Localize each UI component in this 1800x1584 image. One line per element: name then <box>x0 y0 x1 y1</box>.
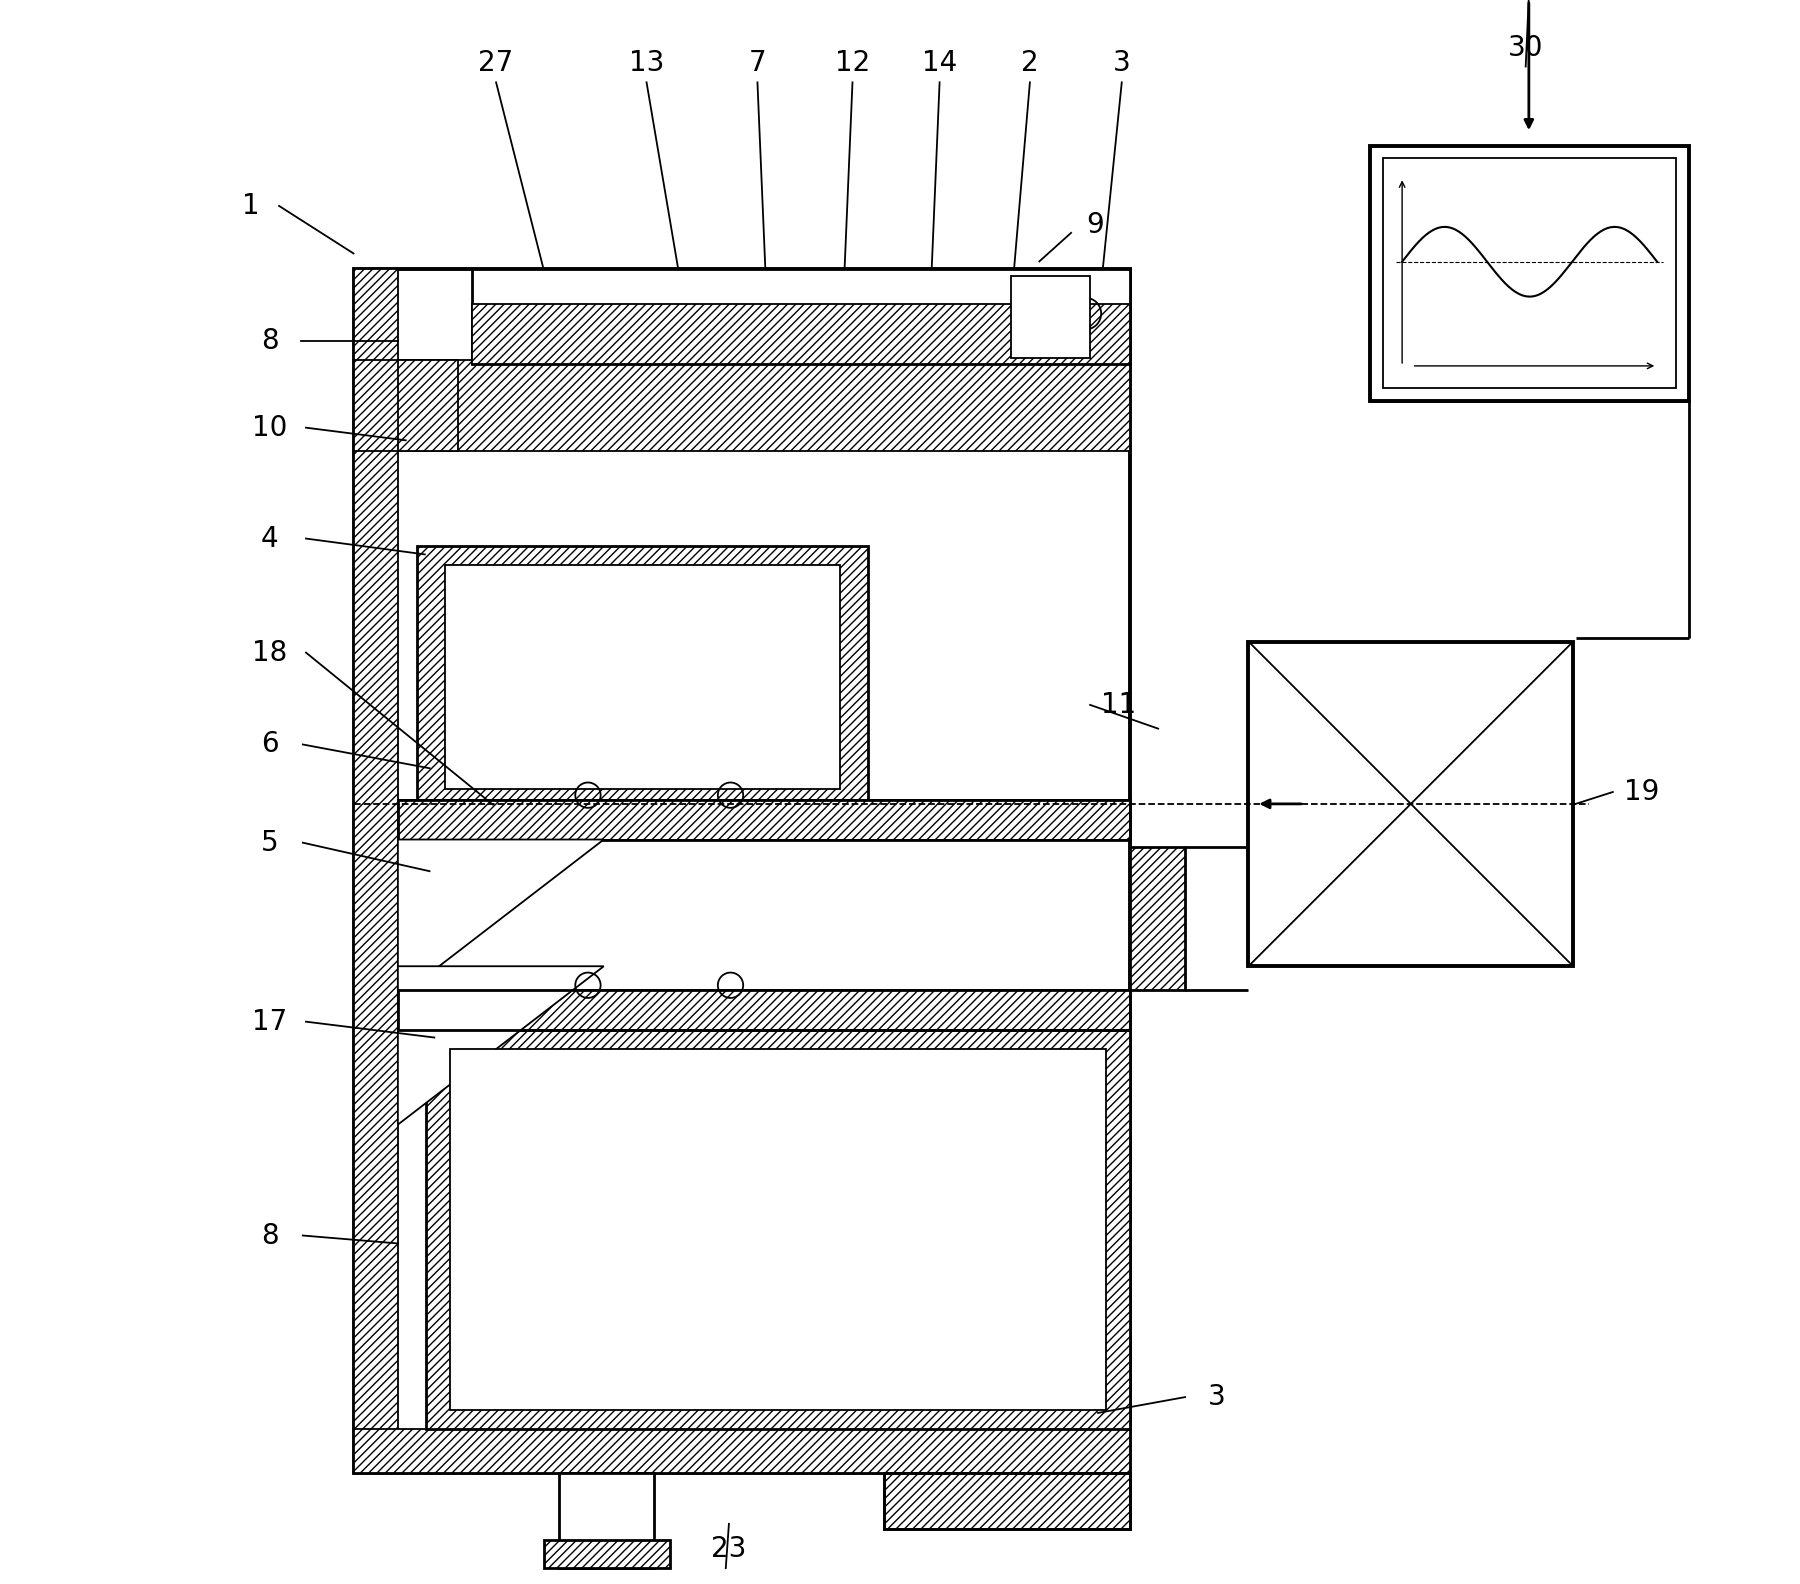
Polygon shape <box>398 840 603 998</box>
Bar <box>472 304 1130 364</box>
Text: 30: 30 <box>1508 33 1543 62</box>
Bar <box>472 269 1130 364</box>
Bar <box>445 565 841 789</box>
Bar <box>353 360 1130 451</box>
Text: 12: 12 <box>835 49 869 78</box>
Text: 23: 23 <box>711 1535 747 1563</box>
Text: 5: 5 <box>261 828 279 857</box>
Bar <box>560 1473 655 1568</box>
Bar <box>353 269 398 1473</box>
Text: 19: 19 <box>1624 778 1660 806</box>
Text: 11: 11 <box>1102 691 1136 719</box>
Text: 9: 9 <box>1085 211 1103 239</box>
Bar <box>1130 847 1184 990</box>
Text: 14: 14 <box>922 49 958 78</box>
Bar <box>398 360 457 451</box>
Bar <box>884 1473 1130 1529</box>
Text: 8: 8 <box>261 1221 279 1250</box>
Text: 27: 27 <box>479 49 513 78</box>
Bar <box>1249 642 1573 966</box>
Text: 3: 3 <box>1208 1383 1226 1411</box>
Text: 4: 4 <box>261 524 279 553</box>
Polygon shape <box>398 966 603 1125</box>
Text: 1: 1 <box>241 192 259 220</box>
Bar <box>544 1540 670 1568</box>
Text: 8: 8 <box>261 326 279 355</box>
Bar <box>398 800 1130 840</box>
Bar <box>353 269 1130 1473</box>
Text: 6: 6 <box>261 730 279 759</box>
Bar <box>1370 146 1688 401</box>
Bar <box>884 1473 1130 1529</box>
Bar <box>418 546 868 808</box>
Bar <box>398 990 1130 1030</box>
Bar <box>450 1049 1105 1410</box>
Text: 2: 2 <box>1021 49 1039 78</box>
Bar <box>427 1030 1130 1429</box>
Text: 13: 13 <box>628 49 664 78</box>
Bar <box>1012 276 1091 358</box>
Text: 7: 7 <box>749 49 767 78</box>
Text: 3: 3 <box>1112 49 1130 78</box>
Bar <box>1382 158 1676 388</box>
Bar <box>398 990 1130 1030</box>
Text: 18: 18 <box>252 638 288 667</box>
Bar <box>398 800 1130 840</box>
Text: 10: 10 <box>252 413 288 442</box>
Text: 17: 17 <box>252 1007 288 1036</box>
Bar <box>353 1429 1130 1473</box>
